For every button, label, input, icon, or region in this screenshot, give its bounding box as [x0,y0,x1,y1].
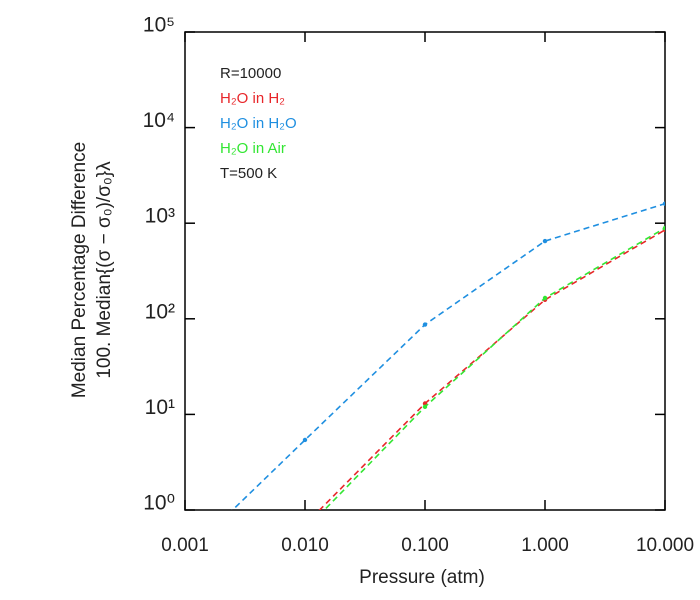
y-tick-label: 10³ [145,205,175,228]
x-tick-label: 1.000 [521,535,569,556]
legend-entry: H₂O in H₂O [220,115,297,132]
data-point [662,225,665,231]
y-tick-label: 10⁵ [143,14,175,37]
annotation: R=10000 [220,65,281,82]
data-point [662,201,665,206]
data-point [542,295,548,301]
y-tick-label: 10¹ [145,396,175,419]
data-point [303,523,307,527]
y-axis-label: Median Percentage Difference [69,142,90,398]
data-point [422,322,428,327]
y-axis-label: 100. Median{(σ − σ₀)/σ₀}λ [94,161,115,379]
data-point [302,437,308,443]
legend-entry: H₂O in H₂ [220,90,285,107]
y-tick-label: 10⁴ [143,109,175,132]
series-line [323,227,665,510]
x-tick-label: 0.100 [401,535,449,556]
y-tick-label: 10⁰ [143,492,175,515]
data-point [303,528,307,532]
x-tick-label: 0.010 [281,535,329,556]
y-tick-label: 10² [145,300,175,323]
x-tick-label: 0.001 [161,535,209,556]
x-axis-label: Pressure (atm) [359,567,485,588]
legend-entry: H₂O in Air [220,140,286,157]
data-point [422,401,428,406]
plot-lines [231,201,665,532]
series-line [318,229,665,510]
data-point [542,238,548,244]
x-tick-label: 10.000 [636,535,694,556]
data-point [422,404,428,410]
annotation: T=500 K [220,165,277,182]
